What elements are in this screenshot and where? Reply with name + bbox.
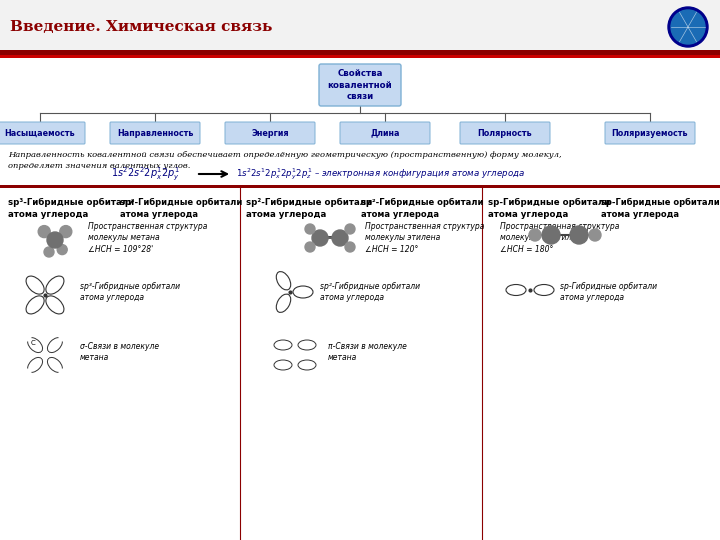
FancyBboxPatch shape	[225, 122, 315, 144]
Text: sp²-Гибридные орбитали
атома углерода: sp²-Гибридные орбитали атома углерода	[361, 198, 484, 219]
Text: Насыщаемость: Насыщаемость	[5, 129, 76, 138]
FancyBboxPatch shape	[605, 122, 695, 144]
Text: Направленность ковалентной связи обеспечивает определённую геометрическую (прост: Направленность ковалентной связи обеспеч…	[8, 151, 562, 159]
Ellipse shape	[274, 360, 292, 370]
Circle shape	[60, 226, 72, 238]
Text: sp³-Гибридные орбитали
атома углерода: sp³-Гибридные орбитали атома углерода	[8, 198, 134, 219]
Circle shape	[59, 369, 65, 375]
FancyBboxPatch shape	[340, 122, 430, 144]
Ellipse shape	[293, 286, 313, 298]
Text: Пространственная структура
молекулы метана
∠НСН = 109°28': Пространственная структура молекулы мета…	[88, 222, 207, 254]
Text: σ-Связи в молекуле
метана: σ-Связи в молекуле метана	[80, 342, 159, 362]
Text: sp²-Гибридные орбитали
атома углерода: sp²-Гибридные орбитали атома углерода	[320, 282, 420, 302]
Ellipse shape	[276, 272, 291, 290]
FancyBboxPatch shape	[0, 0, 720, 50]
Circle shape	[345, 224, 355, 234]
Circle shape	[25, 369, 31, 375]
Ellipse shape	[534, 285, 554, 295]
Ellipse shape	[48, 338, 63, 353]
Circle shape	[671, 10, 705, 44]
Ellipse shape	[46, 276, 64, 294]
Circle shape	[345, 242, 355, 252]
Text: sp²-Гибридные орбитали
атома углерода: sp²-Гибридные орбитали атома углерода	[246, 198, 372, 219]
Text: Направленность: Направленность	[117, 129, 193, 138]
FancyBboxPatch shape	[0, 50, 720, 55]
Circle shape	[38, 226, 50, 238]
Text: sp-Гибридные орбитали
атома углерода: sp-Гибридные орбитали атома углерода	[601, 198, 720, 219]
Ellipse shape	[506, 285, 526, 295]
Ellipse shape	[27, 338, 42, 353]
Text: sp³-Гибридные орбитали
атома углерода: sp³-Гибридные орбитали атома углерода	[120, 198, 243, 219]
Ellipse shape	[26, 296, 44, 314]
Text: Поляризуемость: Поляризуемость	[612, 129, 688, 138]
FancyBboxPatch shape	[110, 122, 200, 144]
Circle shape	[305, 242, 315, 252]
Text: sp³-Гибридные орбитали
атома углерода: sp³-Гибридные орбитали атома углерода	[80, 282, 180, 302]
Text: $1s^22s^12p^1_x2p^1_y2p^1_z$ – электронная конфигурация атома углерода: $1s^22s^12p^1_x2p^1_y2p^1_z$ – электронн…	[236, 166, 525, 182]
Circle shape	[25, 335, 31, 341]
Text: Полярность: Полярность	[477, 129, 532, 138]
FancyBboxPatch shape	[319, 64, 401, 106]
FancyBboxPatch shape	[0, 55, 720, 58]
Circle shape	[44, 247, 54, 257]
Text: Пространственная структура
молекулы этилена
∠НСН = 120°: Пространственная структура молекулы этил…	[365, 222, 485, 254]
Text: sp-Гибридные орбитали
атома углерода: sp-Гибридные орбитали атома углерода	[488, 198, 611, 219]
Text: π-Связи в молекуле
метана: π-Связи в молекуле метана	[328, 342, 407, 362]
Circle shape	[312, 230, 328, 246]
Circle shape	[305, 224, 315, 234]
FancyBboxPatch shape	[460, 122, 550, 144]
Circle shape	[41, 351, 49, 359]
Ellipse shape	[276, 294, 291, 313]
Circle shape	[59, 335, 65, 341]
Text: Пространственная структура
молекулы ацетилена
∠НСН = 180°: Пространственная структура молекулы ацет…	[500, 222, 619, 254]
Text: Длина: Длина	[370, 129, 400, 138]
Ellipse shape	[46, 296, 64, 314]
Ellipse shape	[298, 360, 316, 370]
FancyBboxPatch shape	[0, 122, 85, 144]
Text: Энергия: Энергия	[251, 129, 289, 138]
Circle shape	[47, 232, 63, 248]
Circle shape	[542, 226, 560, 244]
Ellipse shape	[26, 276, 44, 294]
Text: Свойства
ковалентной
связи: Свойства ковалентной связи	[328, 69, 392, 101]
Circle shape	[570, 226, 588, 244]
Circle shape	[529, 229, 541, 241]
Circle shape	[57, 245, 67, 254]
Ellipse shape	[274, 340, 292, 350]
Text: Введение. Химическая связь: Введение. Химическая связь	[10, 20, 272, 34]
Circle shape	[589, 229, 601, 241]
Text: C: C	[31, 340, 35, 346]
Ellipse shape	[298, 340, 316, 350]
Circle shape	[332, 230, 348, 246]
Text: sp-Гибридные орбитали
атома углерода: sp-Гибридные орбитали атома углерода	[560, 282, 657, 302]
Circle shape	[668, 7, 708, 47]
FancyBboxPatch shape	[0, 185, 720, 187]
Text: $1s^22s^22p^1_x2p^1_y$: $1s^22s^22p^1_x2p^1_y$	[111, 165, 179, 183]
Ellipse shape	[27, 357, 42, 373]
Text: определяет значения валентных углов.: определяет значения валентных углов.	[8, 162, 190, 170]
Ellipse shape	[48, 357, 63, 373]
